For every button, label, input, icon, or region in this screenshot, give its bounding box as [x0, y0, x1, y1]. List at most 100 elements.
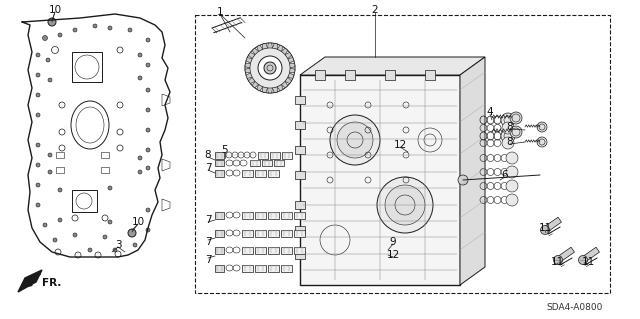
Bar	[270, 152, 280, 159]
Text: 12: 12	[394, 140, 406, 150]
Bar	[295, 201, 305, 209]
Circle shape	[48, 170, 52, 174]
Text: 8: 8	[205, 150, 211, 160]
Bar	[345, 70, 355, 80]
Bar	[268, 212, 279, 219]
Bar	[258, 152, 268, 159]
Bar	[294, 230, 305, 237]
Bar	[215, 265, 224, 272]
Bar	[215, 212, 224, 219]
Polygon shape	[268, 88, 273, 93]
Circle shape	[128, 229, 136, 237]
Polygon shape	[257, 45, 263, 52]
Text: 8: 8	[507, 122, 513, 132]
Text: 7: 7	[205, 215, 211, 225]
Circle shape	[250, 48, 290, 88]
Circle shape	[58, 188, 62, 192]
Bar	[242, 212, 253, 219]
Bar	[215, 247, 224, 254]
Bar	[195, 15, 610, 293]
Circle shape	[554, 256, 563, 264]
Circle shape	[579, 256, 588, 264]
Circle shape	[36, 203, 40, 207]
Circle shape	[138, 156, 142, 160]
Circle shape	[510, 112, 522, 124]
Circle shape	[506, 166, 518, 178]
Circle shape	[36, 53, 40, 57]
Text: 8: 8	[507, 137, 513, 147]
Circle shape	[36, 163, 40, 167]
Bar	[250, 160, 260, 166]
Circle shape	[138, 53, 142, 57]
Polygon shape	[282, 48, 288, 55]
Bar	[72, 190, 97, 212]
Text: 12: 12	[387, 250, 399, 260]
Circle shape	[48, 18, 56, 26]
Text: 7: 7	[205, 237, 211, 247]
Circle shape	[245, 43, 295, 93]
Polygon shape	[556, 247, 575, 263]
Polygon shape	[288, 73, 294, 78]
Polygon shape	[262, 87, 268, 93]
Polygon shape	[282, 81, 288, 88]
Circle shape	[506, 152, 518, 164]
Bar	[282, 152, 292, 159]
Circle shape	[506, 194, 518, 206]
Bar	[295, 146, 305, 154]
Circle shape	[146, 166, 150, 170]
Bar	[242, 230, 253, 237]
Circle shape	[502, 122, 514, 134]
Circle shape	[128, 28, 132, 32]
Circle shape	[264, 62, 276, 74]
Bar	[281, 230, 292, 237]
Circle shape	[108, 220, 112, 224]
Circle shape	[138, 170, 142, 174]
Circle shape	[73, 233, 77, 237]
Polygon shape	[245, 68, 251, 73]
Text: 5: 5	[221, 145, 228, 155]
Circle shape	[103, 235, 107, 239]
Circle shape	[108, 26, 112, 30]
Polygon shape	[277, 85, 283, 91]
Bar	[72, 52, 102, 82]
Text: 1: 1	[217, 7, 223, 17]
Circle shape	[43, 223, 47, 227]
Bar	[215, 160, 224, 166]
Polygon shape	[252, 48, 259, 55]
Circle shape	[73, 28, 77, 32]
Bar	[268, 230, 279, 237]
Circle shape	[541, 226, 550, 234]
Circle shape	[337, 122, 373, 158]
Bar	[274, 160, 284, 166]
Polygon shape	[277, 45, 283, 52]
Bar	[255, 170, 266, 177]
Bar	[268, 170, 279, 177]
Circle shape	[36, 113, 40, 117]
Circle shape	[36, 143, 40, 147]
Text: 10: 10	[49, 5, 61, 15]
Circle shape	[146, 228, 150, 232]
Bar	[262, 160, 272, 166]
Bar	[385, 70, 395, 80]
Circle shape	[258, 56, 282, 80]
Circle shape	[108, 186, 112, 190]
Bar	[101, 167, 109, 173]
Polygon shape	[543, 217, 561, 233]
Text: 2: 2	[372, 5, 378, 15]
Text: 9: 9	[390, 237, 396, 247]
Polygon shape	[18, 270, 42, 292]
Circle shape	[58, 33, 62, 37]
Circle shape	[146, 128, 150, 132]
Bar	[281, 247, 292, 254]
Bar	[101, 152, 109, 158]
Circle shape	[537, 122, 547, 132]
Bar	[215, 170, 224, 177]
Circle shape	[501, 113, 515, 127]
Bar	[242, 247, 253, 254]
Bar	[255, 230, 266, 237]
Bar	[255, 212, 266, 219]
Bar	[215, 152, 224, 159]
Circle shape	[146, 148, 150, 152]
Bar	[315, 70, 325, 80]
Circle shape	[146, 63, 150, 67]
